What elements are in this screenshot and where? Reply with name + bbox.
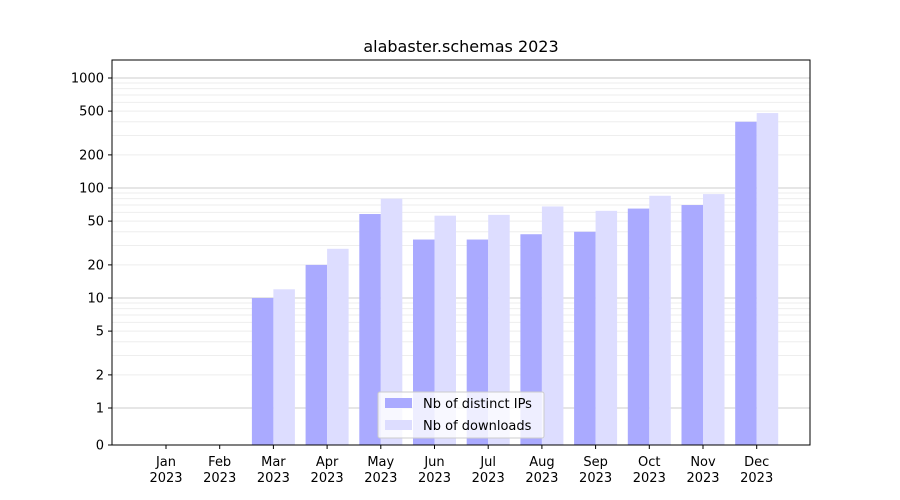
y-tick-label: 10 xyxy=(87,292,104,307)
bar-downloads xyxy=(380,198,403,445)
bar-downloads xyxy=(541,206,564,445)
y-axis: 0 1 2 5 10 20 50 100 200 500 1000 xyxy=(71,72,112,454)
x-tick-label-year: 2023 xyxy=(418,471,451,486)
bar-distinct-ips xyxy=(305,264,328,445)
x-tick-label-month: May xyxy=(367,455,394,470)
x-tick-label-year: 2023 xyxy=(633,471,666,486)
x-tick-label-year: 2023 xyxy=(686,471,719,486)
y-tick-label: 2 xyxy=(96,368,104,383)
y-tick-label: 500 xyxy=(79,105,104,120)
y-tick-label: 50 xyxy=(87,215,104,230)
y-tick-label: 20 xyxy=(87,258,104,273)
bar-downloads xyxy=(649,195,671,445)
bar-downloads xyxy=(595,210,618,445)
legend: Nb of distinct IPs Nb of downloads xyxy=(377,391,545,439)
y-tick-label: 100 xyxy=(79,182,104,197)
x-tick-label-month: Jul xyxy=(479,455,496,470)
bar-downloads xyxy=(488,214,510,445)
legend-label-distinct-ips: Nb of distinct IPs xyxy=(423,397,532,412)
x-axis: Jan2023Feb2023Mar2023Apr2023May2023Jun20… xyxy=(149,445,773,486)
x-tick-label-year: 2023 xyxy=(203,471,236,486)
x-tick-label-month: Aug xyxy=(529,455,554,470)
bar-downloads xyxy=(434,215,456,445)
y-tick-label: 1000 xyxy=(71,72,104,87)
y-tick-label: 5 xyxy=(96,325,104,340)
bar-downloads xyxy=(756,113,779,445)
x-tick-label-month: Jan xyxy=(155,455,176,470)
x-tick-label-month: Sep xyxy=(583,455,608,470)
chart-title: alabaster.schemas 2023 xyxy=(363,37,558,56)
bar-distinct-ips xyxy=(574,231,596,445)
bar-distinct-ips xyxy=(359,214,381,445)
bar-distinct-ips xyxy=(735,121,757,445)
bar-distinct-ips xyxy=(251,298,274,445)
x-tick-label-year: 2023 xyxy=(525,471,558,486)
x-tick-label-year: 2023 xyxy=(364,471,397,486)
bar-downloads xyxy=(273,289,295,445)
x-tick-label-month: Nov xyxy=(690,455,716,470)
x-tick-label-month: Oct xyxy=(638,455,660,470)
x-tick-label-month: Jun xyxy=(423,455,444,470)
x-tick-label-month: Apr xyxy=(316,455,339,470)
legend-swatch-downloads xyxy=(385,420,412,430)
bars xyxy=(251,113,779,445)
x-tick-label-year: 2023 xyxy=(149,471,182,486)
x-tick-label-year: 2023 xyxy=(740,471,773,486)
bar-downloads xyxy=(703,194,725,445)
plot-frame xyxy=(111,59,811,446)
x-tick-label-year: 2023 xyxy=(472,471,505,486)
legend-swatch-distinct-ips xyxy=(385,398,412,408)
bar-distinct-ips xyxy=(681,205,703,445)
y-tick-label: 1 xyxy=(96,402,104,417)
x-tick-label-year: 2023 xyxy=(311,471,344,486)
x-tick-label-month: Feb xyxy=(208,455,231,470)
y-tick-label: 0 xyxy=(96,439,104,454)
bar-downloads xyxy=(327,248,349,445)
x-tick-label-year: 2023 xyxy=(257,471,290,486)
x-tick-label-month: Dec xyxy=(744,455,769,470)
legend-label-downloads: Nb of downloads xyxy=(423,419,532,434)
x-tick-label-year: 2023 xyxy=(579,471,612,486)
legend-box xyxy=(377,391,545,439)
y-tick-label: 200 xyxy=(79,148,104,163)
x-tick-label-month: Mar xyxy=(261,455,286,470)
bar-distinct-ips xyxy=(627,208,650,445)
